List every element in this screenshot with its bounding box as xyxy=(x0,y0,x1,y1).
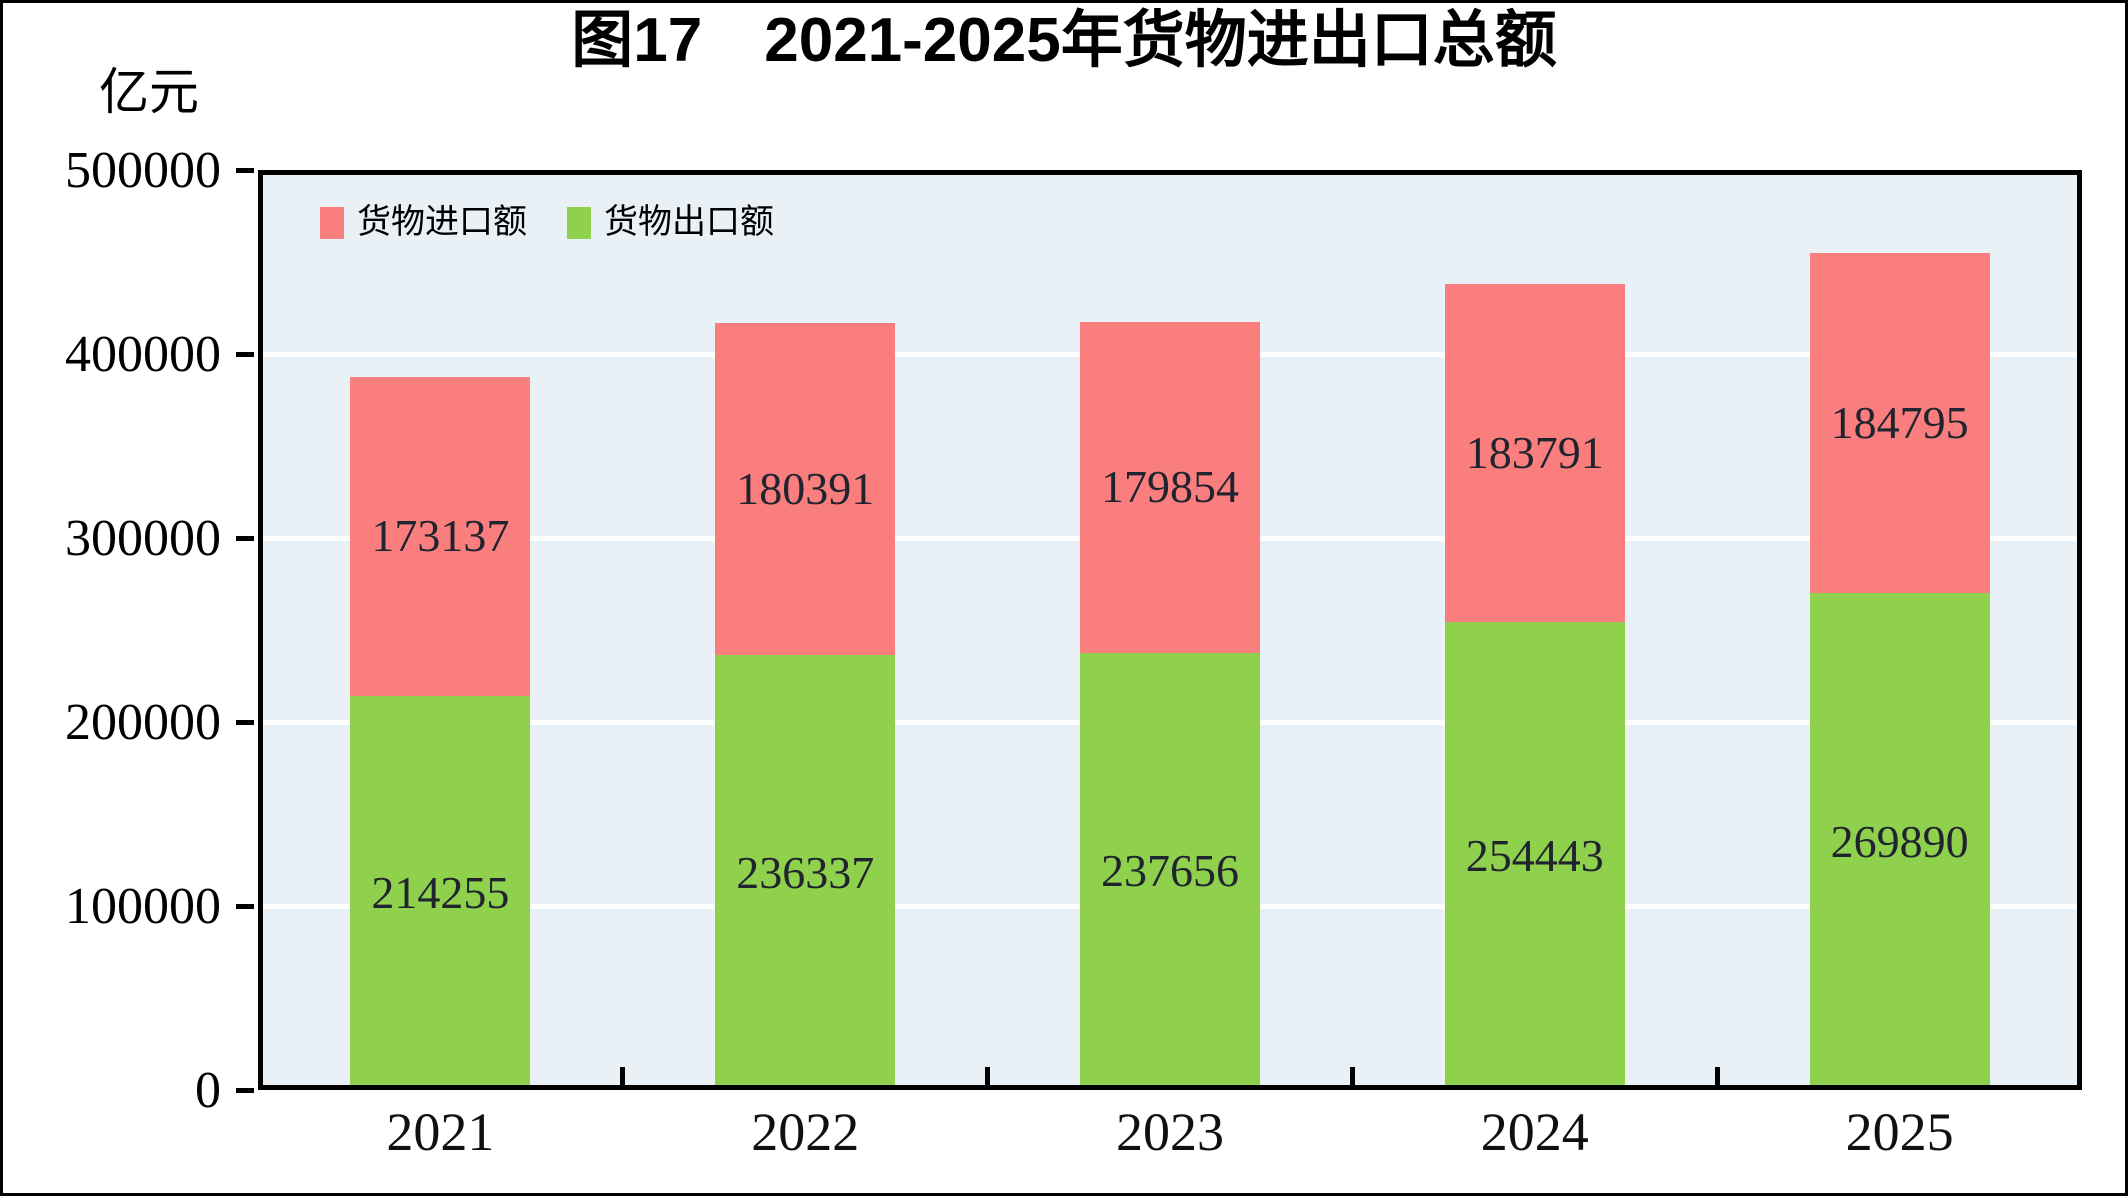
bar-segment-export-2024 xyxy=(1444,621,1625,1090)
y-tick-label: 0 xyxy=(195,1062,221,1119)
bar-value-label-import-2023: 179854 xyxy=(1101,461,1239,513)
x-axis-label-2022: 2022 xyxy=(751,1102,860,1162)
legend: 货物进口额 货物出口额 xyxy=(320,206,774,240)
bar-segment-import-2024 xyxy=(1444,283,1625,622)
chart-title: 图17 2021-2025年货物进出口总额 xyxy=(571,6,1557,75)
y-tick-mark xyxy=(236,167,254,173)
y-tick-mark xyxy=(236,1087,254,1093)
bar-segment-import-2021 xyxy=(350,377,531,696)
bar-segment-import-2023 xyxy=(1080,321,1260,653)
legend-label-export: 货物出口额 xyxy=(604,204,774,241)
bar-segment-import-2025 xyxy=(1809,253,1990,594)
y-tick-mark xyxy=(236,535,254,541)
bar-value-label-export-2021: 214255 xyxy=(371,866,510,918)
x-axis-label-2024: 2024 xyxy=(1480,1102,1589,1162)
legend-swatch-import-icon xyxy=(320,207,344,239)
x-axis-label-2025: 2025 xyxy=(1845,1102,1954,1162)
y-tick-label: 500000 xyxy=(65,142,221,199)
legend-item-export: 货物出口额 xyxy=(567,206,774,240)
bar-segment-import-2022 xyxy=(715,323,896,656)
y-tick-label: 200000 xyxy=(65,694,221,751)
bar-value-label-export-2024: 254443 xyxy=(1465,829,1604,881)
y-axis-unit-label: 亿元 xyxy=(99,64,199,120)
legend-swatch-export-icon xyxy=(567,207,591,239)
x-axis-label-2023: 2023 xyxy=(1116,1102,1224,1162)
y-tick-mark xyxy=(236,903,254,909)
plot-area: 货物进口额 货物出口额 214255 173137 236337 180391 2376… xyxy=(258,170,2082,1090)
legend-item-import: 货物进口额 xyxy=(320,206,527,240)
y-tick-mark xyxy=(236,351,254,357)
bar-value-label-export-2023: 237656 xyxy=(1101,845,1239,897)
x-axis-label-2021: 2021 xyxy=(386,1102,495,1162)
bar-value-label-export-2022: 236337 xyxy=(736,846,875,898)
y-tick-label: 300000 xyxy=(65,510,221,567)
bar-segment-export-2023 xyxy=(1080,652,1260,1090)
x-tick-mark xyxy=(1714,1067,1720,1085)
y-tick-mark xyxy=(236,719,254,725)
bar-segment-export-2021 xyxy=(350,695,531,1090)
bar-value-label-import-2021: 173137 xyxy=(371,510,510,562)
legend-label-import: 货物进口额 xyxy=(357,204,527,241)
y-tick-label: 100000 xyxy=(65,878,221,935)
x-tick-mark xyxy=(620,1067,626,1085)
bar-value-label-export-2025: 269890 xyxy=(1830,815,1969,867)
y-tick-label: 400000 xyxy=(65,326,221,383)
bar-segment-export-2022 xyxy=(715,655,896,1090)
bar-value-label-import-2025: 184795 xyxy=(1830,397,1969,449)
bar-value-label-import-2022: 180391 xyxy=(736,463,875,515)
bar-value-label-import-2024: 183791 xyxy=(1465,426,1604,478)
bar-segment-export-2025 xyxy=(1809,593,1990,1090)
x-tick-mark xyxy=(985,1067,991,1085)
x-tick-mark xyxy=(1349,1067,1355,1085)
